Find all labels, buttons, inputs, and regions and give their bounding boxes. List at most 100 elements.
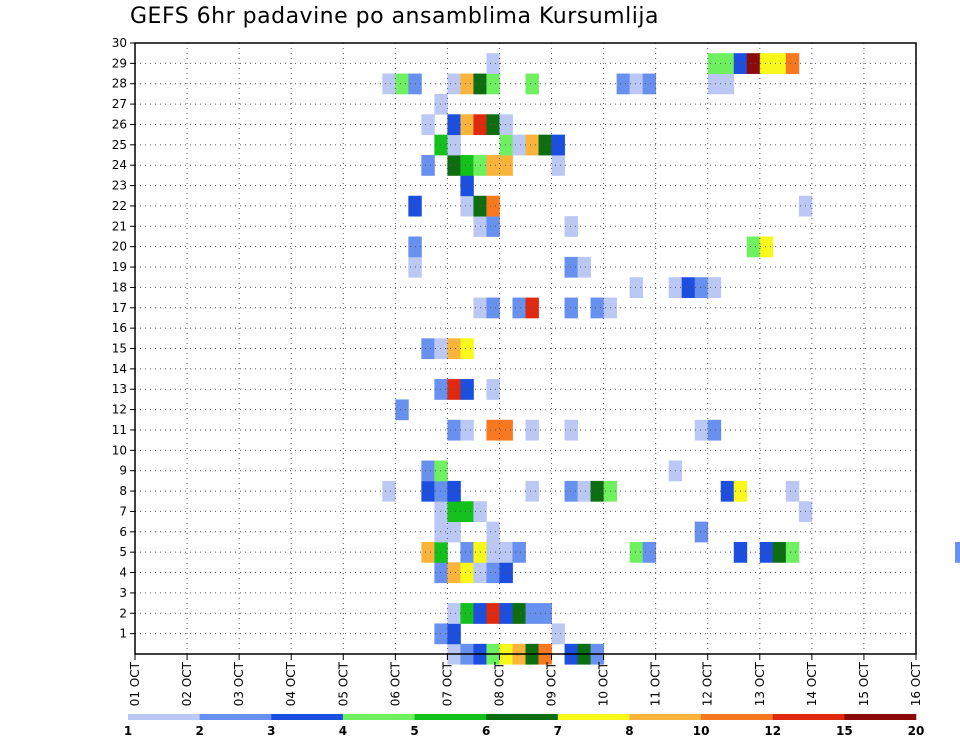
heatmap-cell bbox=[421, 114, 435, 136]
chart-title: GEFS 6hr padavine po ansamblima Kursumli… bbox=[130, 4, 659, 29]
heatmap-cell bbox=[460, 562, 474, 584]
heatmap-cell bbox=[434, 541, 448, 563]
heatmap-cell bbox=[421, 541, 435, 563]
heatmap-cell bbox=[421, 460, 435, 482]
heatmap-cell bbox=[447, 501, 461, 523]
heatmap-cell bbox=[434, 480, 448, 502]
heatmap-cell bbox=[486, 562, 500, 584]
heatmap-cell bbox=[525, 134, 539, 156]
heatmap-cell bbox=[499, 603, 513, 624]
y-tick-label: 30 bbox=[112, 36, 127, 50]
heatmap-cell bbox=[707, 419, 722, 441]
y-tick-label: 8 bbox=[119, 484, 127, 498]
heatmap-cell bbox=[772, 53, 787, 74]
y-tick-label: 2 bbox=[119, 606, 127, 620]
heatmap-cell bbox=[434, 338, 448, 360]
heatmap-cell bbox=[629, 73, 644, 95]
heatmap-cell bbox=[512, 134, 526, 156]
heatmap-cell bbox=[447, 134, 461, 156]
heatmap-cell bbox=[447, 419, 461, 441]
heatmap-cell bbox=[694, 277, 709, 298]
heatmap-cell bbox=[694, 521, 709, 543]
axes: 1234567891011121314151617181920212223242… bbox=[112, 36, 923, 706]
heatmap-cells bbox=[382, 53, 960, 665]
heatmap-cell bbox=[434, 379, 448, 400]
heatmap-cell bbox=[460, 419, 474, 441]
heatmap-cell bbox=[434, 134, 448, 156]
heatmap-cell bbox=[564, 480, 578, 502]
heatmap-cell bbox=[447, 603, 461, 624]
heatmap-cell bbox=[460, 73, 474, 95]
heatmap-cell bbox=[499, 562, 513, 584]
x-tick-label: 04 OCT bbox=[284, 661, 298, 706]
colorbar-swatch bbox=[701, 714, 774, 720]
colorbar-label: 5 bbox=[410, 724, 418, 738]
y-tick-label: 10 bbox=[112, 443, 127, 457]
y-tick-label: 1 bbox=[119, 627, 127, 641]
heatmap-cell bbox=[460, 114, 474, 136]
heatmap-cell bbox=[525, 480, 539, 502]
colorbar-label: 15 bbox=[836, 724, 853, 738]
heatmap-cell bbox=[447, 114, 461, 136]
colorbar-label: 10 bbox=[693, 724, 710, 738]
heatmap-cell bbox=[525, 297, 539, 319]
heatmap-cell bbox=[447, 623, 461, 645]
y-tick-label: 16 bbox=[112, 321, 127, 335]
heatmap-cell bbox=[577, 480, 591, 502]
heatmap-cell bbox=[382, 480, 396, 502]
heatmap-cell bbox=[486, 195, 500, 217]
heatmap-cell bbox=[460, 603, 474, 624]
heatmap-cell bbox=[486, 603, 500, 624]
heatmap-cell bbox=[551, 623, 565, 645]
colorbar-label: 12 bbox=[764, 724, 781, 738]
heatmap-cell bbox=[694, 419, 709, 441]
heatmap-cell bbox=[577, 256, 591, 278]
y-tick-label: 25 bbox=[112, 138, 127, 152]
heatmap-cell bbox=[707, 53, 722, 74]
heatmap-cell bbox=[759, 541, 774, 563]
y-tick-label: 11 bbox=[112, 423, 127, 437]
colorbar-label: 8 bbox=[625, 724, 633, 738]
colorbar-label: 1 bbox=[124, 724, 132, 738]
heatmap-cell bbox=[460, 501, 474, 523]
heatmap-cell bbox=[499, 155, 513, 176]
colorbar-swatch bbox=[486, 714, 559, 720]
heatmap-cell bbox=[460, 379, 474, 400]
heatmap-cell bbox=[486, 521, 500, 543]
heatmap-cell bbox=[486, 216, 500, 237]
heatmap-cell bbox=[564, 256, 578, 278]
heatmap-cell bbox=[460, 541, 474, 563]
heatmap-cell bbox=[434, 460, 448, 482]
y-tick-label: 19 bbox=[112, 260, 127, 274]
heatmap-cell bbox=[434, 623, 448, 645]
heatmap-cell bbox=[486, 155, 500, 176]
heatmap-cell bbox=[512, 603, 526, 624]
colorbar-swatch bbox=[342, 714, 415, 720]
y-tick-label: 17 bbox=[112, 301, 127, 315]
heatmap-cell bbox=[447, 155, 461, 176]
heatmap-cell bbox=[447, 562, 461, 584]
colorbar-swatch bbox=[128, 714, 200, 720]
heatmap-cell bbox=[720, 480, 735, 502]
heatmap-cell bbox=[434, 562, 448, 584]
x-tick-label: 08 OCT bbox=[492, 661, 506, 706]
heatmap-cell bbox=[382, 73, 396, 95]
heatmap-cell bbox=[720, 73, 735, 95]
x-tick-label: 01 OCT bbox=[128, 661, 142, 706]
y-tick-label: 4 bbox=[119, 566, 127, 580]
y-tick-label: 6 bbox=[119, 525, 127, 539]
heatmap-cell bbox=[421, 480, 435, 502]
heatmap-cell bbox=[512, 297, 526, 319]
heatmap-cell bbox=[499, 114, 513, 136]
heatmap-cell bbox=[395, 399, 409, 421]
x-tick-label: 15 OCT bbox=[857, 661, 871, 706]
heatmap-cell bbox=[486, 114, 500, 136]
heatmap-cell bbox=[707, 277, 722, 298]
heatmap-cell bbox=[434, 501, 448, 523]
y-tick-label: 23 bbox=[112, 179, 127, 193]
heatmap-cell bbox=[447, 379, 461, 400]
y-tick-label: 21 bbox=[112, 219, 127, 233]
heatmap-cell bbox=[421, 155, 435, 176]
heatmap-cell bbox=[629, 277, 644, 298]
y-tick-label: 7 bbox=[119, 504, 127, 518]
